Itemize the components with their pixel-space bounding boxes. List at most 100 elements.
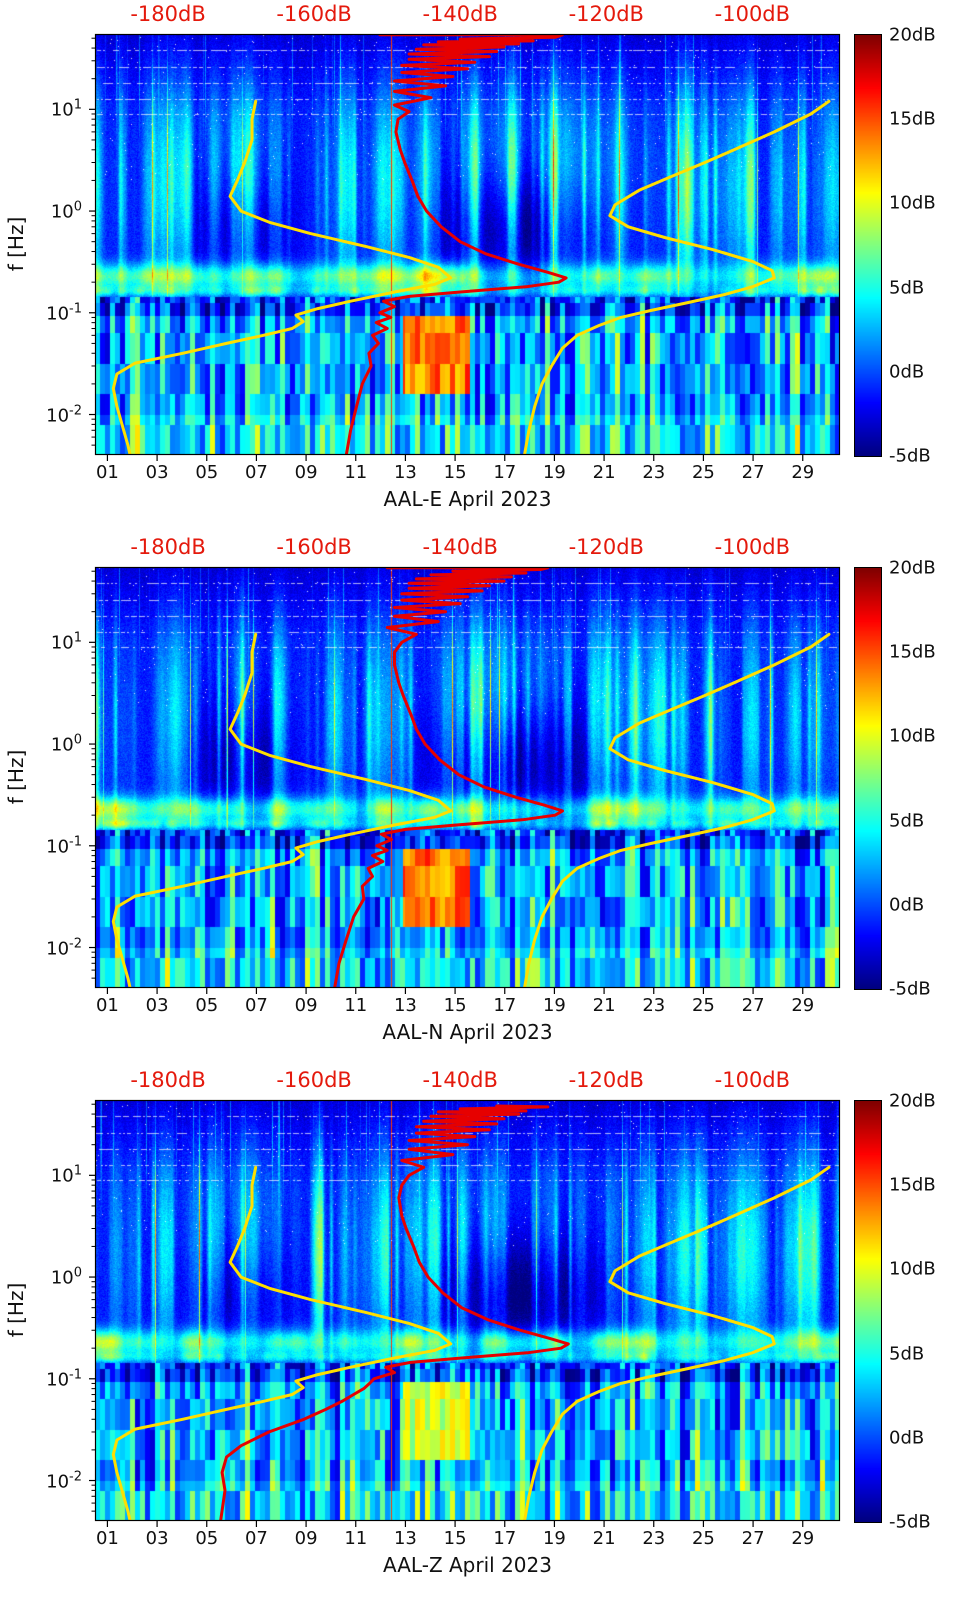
top-axis-tick-label: -140dB [422,535,498,559]
x-tick-label: 03 [145,462,169,483]
colorbar-tick-label: 10dB [889,725,936,747]
x-tick-label: 07 [244,995,268,1016]
nhnm-curve [523,632,831,988]
x-tick-label: 17 [493,1528,517,1549]
y-tick-labels: 101 100 10-1 10-2 [0,34,86,455]
colorbar-tick-label: 15dB [889,108,936,130]
colorbar-tick-label: 15dB [889,641,936,663]
y-tick-label: 100 [50,199,82,223]
top-axis-db-labels: -180dB -160dB -140dB -120dB -100dB [0,533,962,563]
colorbar-gradient [855,35,881,456]
x-tick-label: 07 [244,1528,268,1549]
psd-curve [219,1104,570,1521]
colorbar-tick-label: 15dB [889,1174,936,1196]
nhnm-curve [523,1165,831,1521]
colorbar-gradient [855,1101,881,1522]
x-axis-title: AAL-N April 2023 [382,1020,553,1044]
overlay-curves [89,33,841,461]
top-axis-db-labels: -180dB -160dB -140dB -120dB -100dB [0,0,962,30]
plot-area [89,566,841,994]
x-tick-label: 11 [344,995,368,1016]
panel-aal-e: -180dB -160dB -140dB -120dB -100dB f [Hz] 10… [0,0,962,533]
y-tick-label: 10-2 [46,936,82,959]
nlnm-curve [111,99,453,455]
x-tick-label: 25 [691,995,715,1016]
colorbar-tick-label: 5dB [889,810,925,832]
x-tick-label: 23 [642,995,666,1016]
colorbar-tick-label: 20dB [889,24,936,46]
top-axis-tick-label: -100dB [714,535,791,559]
top-axis-tick-label: -160dB [276,2,352,26]
colorbar-tick-label: 10dB [889,192,936,214]
nlnm-curve [111,1165,453,1521]
y-tick-label: 100 [50,1265,82,1289]
x-tick-labels: 01 03 05 07 09 11 13 15 17 19 21 23 25 27 29 [95,1528,840,1550]
x-tick-labels: 01 03 05 07 09 11 13 15 17 19 21 23 25 27 29 [95,995,840,1017]
top-axis-tick-label: -160dB [276,1068,352,1092]
colorbar-tick-label: 5dB [889,277,925,299]
x-tick-label: 05 [195,1528,219,1549]
x-tick-label: 01 [95,462,119,483]
top-axis-tick-label: -100dB [714,1068,791,1092]
top-axis-tick-label: -120dB [568,2,644,26]
top-axis-tick-label: -120dB [568,1068,644,1092]
x-tick-label: 13 [393,995,417,1016]
y-tick-label: 10-1 [46,301,82,325]
colorbar-tick-label: 5dB [889,1343,925,1365]
x-tick-label: 13 [393,1528,417,1549]
x-tick-label: 29 [791,1528,815,1549]
x-tick-label: 13 [393,462,417,483]
plot-area [89,1099,841,1527]
x-tick-label: 19 [542,1528,566,1549]
colorbar-tick-label: 10dB [889,1258,936,1280]
nlnm-curve [111,632,453,988]
top-axis-tick-label: -180dB [130,1068,206,1092]
top-axis-tick-label: -120dB [568,535,644,559]
x-tick-label: 05 [195,995,219,1016]
nhnm-curve [523,99,831,455]
x-tick-label: 07 [244,462,268,483]
colorbar-gradient [855,568,881,989]
x-tick-label: 11 [344,1528,368,1549]
x-tick-label: 23 [642,462,666,483]
x-tick-labels: 01 03 05 07 09 11 13 15 17 19 21 23 25 27 29 [95,462,840,484]
x-axis-title: AAL-Z April 2023 [383,1553,552,1577]
x-tick-label: 01 [95,1528,119,1549]
overlay-curves [89,1099,841,1527]
x-tick-label: 25 [691,1528,715,1549]
top-axis-tick-label: -180dB [130,535,206,559]
x-tick-label: 15 [443,995,467,1016]
y-tick-label: 101 [50,1163,82,1187]
x-tick-label: 15 [443,1528,467,1549]
colorbar: 20dB 15dB 10dB 5dB 0dB -5dB [854,558,936,1000]
colorbar-tick-label: -5dB [889,1511,931,1533]
colorbar-tick-label: 20dB [889,1090,936,1112]
colorbar-tick-label: 0dB [889,361,925,383]
panel-aal-z: -180dB -160dB -140dB -120dB -100dB f [Hz] 10… [0,1066,962,1599]
y-tick-label: 10-2 [46,1469,82,1492]
x-tick-label: 27 [741,995,765,1016]
x-tick-label: 21 [592,995,616,1016]
x-tick-label: 17 [493,462,517,483]
y-tick-label: 10-2 [46,403,82,426]
colorbar: 20dB 15dB 10dB 5dB 0dB -5dB [854,1091,936,1533]
x-tick-label: 09 [294,462,318,483]
colorbar-tick-label: 0dB [889,1427,925,1449]
x-tick-label: 27 [741,1528,765,1549]
x-tick-label: 01 [95,995,119,1016]
x-tick-label: 29 [791,995,815,1016]
colorbar-tick-label: 0dB [889,894,925,916]
y-tick-label: 100 [50,732,82,756]
x-tick-label: 09 [294,995,318,1016]
x-tick-label: 25 [691,462,715,483]
plot-area [89,33,841,461]
y-tick-label: 101 [50,97,82,121]
y-tick-labels: 101 100 10-1 10-2 [0,1100,86,1521]
x-tick-label: 03 [145,995,169,1016]
x-tick-label: 11 [344,462,368,483]
panel-aal-n: -180dB -160dB -140dB -120dB -100dB f [Hz] 10… [0,533,962,1066]
top-axis-tick-label: -140dB [422,2,498,26]
x-tick-label: 19 [542,995,566,1016]
x-tick-label: 23 [642,1528,666,1549]
